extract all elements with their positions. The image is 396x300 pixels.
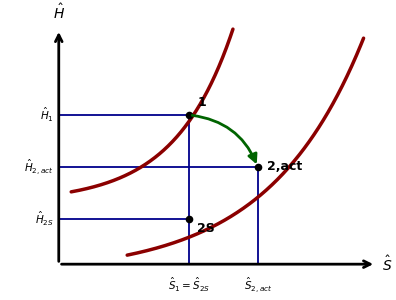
Text: $\hat{S}_{2,act}$: $\hat{S}_{2,act}$ [244,275,272,295]
Text: $\hat{H}_1$: $\hat{H}_1$ [40,106,54,124]
Text: 1: 1 [197,96,206,110]
Text: $\hat{H}$: $\hat{H}$ [53,3,65,22]
Text: $\hat{H}_{2,act}$: $\hat{H}_{2,act}$ [24,157,54,177]
FancyArrowPatch shape [192,115,256,162]
Text: 2S: 2S [197,222,215,236]
Text: $\hat{S}$: $\hat{S}$ [382,255,392,274]
Text: $\hat{H}_{2S}$: $\hat{H}_{2S}$ [35,210,54,228]
Text: $\hat{S}_1=\hat{S}_{2S}$: $\hat{S}_1=\hat{S}_{2S}$ [168,275,210,294]
Text: 2,act: 2,act [267,160,303,173]
